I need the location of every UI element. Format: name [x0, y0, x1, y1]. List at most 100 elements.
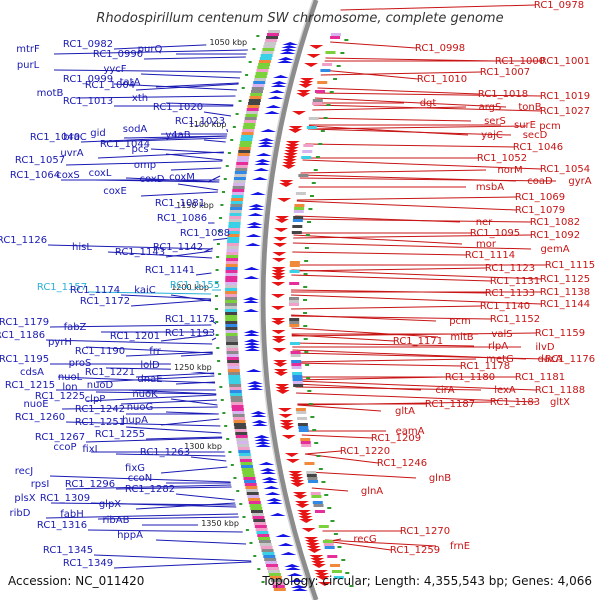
gene-arrow-reverse: [272, 348, 287, 352]
feature-block: [226, 246, 239, 249]
feature-block: [252, 516, 265, 519]
feature-block: [228, 372, 241, 375]
feature-block: [237, 153, 250, 156]
gene-label-norm: norM: [497, 165, 522, 176]
gene-label-rc1-0982: RC1_0982: [63, 39, 113, 50]
feature-block: [298, 426, 309, 429]
feature-block: [232, 189, 245, 192]
tick-mark: [216, 256, 220, 258]
tick-mark: [230, 464, 234, 466]
gene-arrow-forward: [258, 462, 275, 465]
connector-line-right: [291, 274, 492, 282]
gene-label-glnb: glnB: [429, 473, 451, 484]
feature-block: [301, 444, 312, 447]
gene-label-motb: motB: [37, 88, 64, 99]
gene-label-recg: recG: [353, 534, 376, 545]
tick-mark: [228, 451, 232, 453]
gene-label-mor: mor: [476, 239, 497, 250]
gene-label-y4ab: y4aB: [165, 130, 190, 141]
gene-label-pcm: pcm: [539, 121, 561, 132]
gene-label-lold: lolD: [140, 360, 160, 371]
tick-mark: [309, 195, 314, 197]
tick-mark: [333, 78, 338, 80]
feature-block: [270, 579, 283, 582]
gene-label-rc1-1187: RC1_1187: [425, 399, 475, 410]
gene-arrow-reverse: [273, 363, 288, 367]
gene-arrow-reverse: [274, 219, 289, 223]
feature-block: [236, 441, 249, 444]
gene-label-rc1-1267: RC1_1267: [35, 432, 85, 443]
gene-label-rc1-1193: RC1_1193: [165, 328, 215, 339]
gene-arrow-forward: [254, 159, 271, 162]
tick-mark: [217, 230, 221, 232]
gene-label-nuoe: nuoE: [23, 399, 48, 410]
gene-label-fabz: fabZ: [64, 322, 87, 333]
tick-mark: [215, 334, 219, 336]
feature-block: [225, 303, 238, 306]
feature-block: [244, 117, 257, 120]
feature-block: [266, 33, 279, 36]
tick-mark: [215, 308, 219, 310]
tick-mark: [227, 152, 231, 154]
connector-line-right: [322, 69, 419, 80]
feature-block: [226, 249, 239, 252]
gene-arrow-reverse: [294, 501, 309, 505]
feature-block: [238, 150, 251, 153]
connector-line-right: [325, 540, 392, 551]
gene-label-xth: xth: [132, 93, 148, 104]
gene-arrow-reverse: [288, 474, 303, 478]
gene-label-cdsa: cdsA: [20, 367, 44, 378]
feature-block: [233, 420, 246, 423]
feature-block: [254, 522, 267, 525]
gene-label-frr: frr: [149, 346, 161, 357]
connector-line-left: [165, 153, 223, 161]
gene-label-rc1-1209: RC1_1209: [371, 433, 421, 444]
gene-arrow-forward: [253, 168, 270, 171]
feature-block: [291, 363, 302, 366]
feature-block: [249, 504, 262, 507]
feature-block: [233, 180, 246, 183]
feature-block: [314, 510, 325, 513]
connector-line-left: [53, 69, 242, 73]
feature-block: [226, 345, 239, 348]
gene-arrow-reverse: [271, 336, 286, 340]
feature-block: [225, 261, 238, 264]
feature-block: [264, 42, 277, 45]
feature-block: [313, 504, 324, 507]
feature-block: [246, 108, 259, 111]
tick-mark: [216, 243, 220, 245]
feature-block: [267, 30, 280, 33]
gene-label-rc1-1152: RC1_1152: [490, 314, 540, 325]
feature-block: [264, 558, 277, 561]
feature-block: [289, 324, 300, 327]
connector-line-right: [291, 305, 482, 310]
gene-arrow-reverse: [273, 360, 288, 364]
feature-block: [272, 585, 285, 588]
feature-block: [231, 195, 244, 198]
feature-block: [234, 426, 247, 429]
connector-line-left: [135, 83, 239, 91]
tick-mark: [224, 425, 228, 427]
gene-label-rc1-1020: RC1_1020: [153, 102, 203, 113]
gene-arrow-reverse: [299, 519, 314, 523]
gene-label-rc1-1181: RC1_1181: [515, 372, 565, 383]
feature-block: [230, 204, 243, 207]
gene-label-pyrh: pyrH: [48, 337, 72, 348]
gene-label-eama: eamA: [396, 426, 425, 437]
feature-block: [225, 300, 237, 303]
connector-line-left: [95, 391, 217, 395]
gene-arrow-reverse: [275, 384, 290, 388]
tick-mark: [215, 295, 219, 297]
gene-label-rc1-1186: RC1_1186: [0, 330, 45, 341]
connector-line-left: [170, 167, 222, 171]
connector-line-left: [125, 351, 213, 357]
connector-line-right: [310, 117, 472, 122]
feature-block: [225, 315, 238, 318]
gene-arrow-forward: [262, 480, 279, 483]
tick-mark: [345, 572, 350, 574]
connector-line-right: [300, 169, 487, 174]
gene-label-rc1-1282: RC1_1282: [125, 484, 175, 495]
feature-block: [228, 225, 241, 228]
tick-mark: [238, 100, 242, 102]
gene-label-ner: ner: [476, 217, 493, 228]
